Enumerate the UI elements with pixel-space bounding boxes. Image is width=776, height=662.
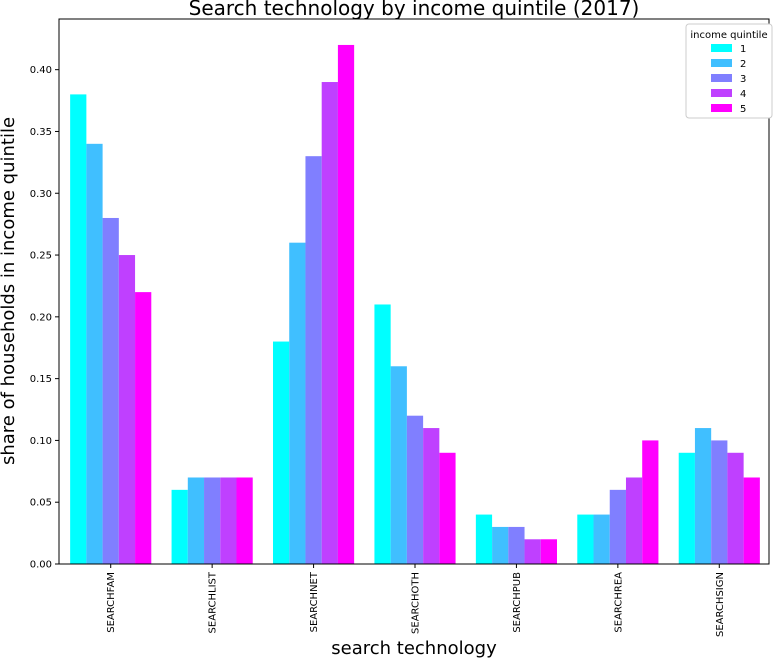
legend-entries: 1 2 3 4 5 — [711, 44, 746, 115]
x-axis-title: search technology — [331, 638, 497, 658]
x-tick-label-searchnet: SEARCHNET — [309, 571, 320, 632]
legend-swatch-4 — [711, 89, 732, 97]
bar-searchsign-quintile-3 — [711, 440, 728, 564]
bar-searchoth-quintile-4 — [423, 428, 440, 564]
x-tick-label-searchsign: SEARCHSIGN — [715, 572, 726, 637]
y-tick-label: 0.25 — [30, 251, 52, 262]
bar-searchoth-quintile-1 — [374, 304, 391, 564]
y-tick-label: 0.10 — [30, 436, 52, 447]
bar-searchsign-quintile-2 — [694, 428, 712, 564]
y-tick-label: 0.15 — [30, 374, 52, 385]
y-axis-title: share of households in income quintile — [0, 117, 19, 465]
legend-frame — [685, 23, 773, 119]
legend: income quintile 1 2 3 4 5 — [685, 23, 773, 119]
x-tick-label-searchpub: SEARCHPUB — [512, 572, 523, 633]
y-axis: 0.00 0.05 0.10 0.15 0.20 0.25 0.30 0.35 0.40 — [30, 65, 59, 571]
x-tick-label-searchlist: SEARCHLIST — [208, 571, 219, 633]
bar-searchoth-quintile-5 — [439, 452, 456, 564]
bar-searchrea-quintile-5 — [642, 440, 659, 564]
bar-searchfam-quintile-2 — [86, 143, 103, 564]
bar-searchnet-quintile-5 — [337, 44, 355, 564]
legend-swatch-5 — [711, 104, 732, 112]
legend-label-1: 1 — [740, 44, 746, 55]
y-tick-label: 0.40 — [30, 65, 52, 76]
bar-searchlist-quintile-5 — [236, 477, 253, 564]
bar-searchnet-quintile-2 — [289, 242, 306, 564]
bar-searchsign-quintile-5 — [743, 477, 760, 564]
legend-swatch-1 — [711, 44, 732, 52]
legend-label-2: 2 — [740, 59, 746, 70]
legend-swatch-3 — [711, 74, 732, 82]
bar-searchnet-quintile-3 — [305, 156, 322, 564]
legend-label-4: 4 — [740, 89, 746, 100]
bar-searchfam-quintile-1 — [70, 94, 87, 564]
bar-searchlist-quintile-3 — [204, 477, 221, 564]
x-tick-label-searchrea: SEARCHREA — [613, 572, 624, 633]
bar-searchoth-quintile-3 — [406, 415, 424, 564]
bar-searchnet-quintile-4 — [321, 82, 338, 564]
bar-searchsign-quintile-1 — [678, 452, 695, 564]
y-tick-label: 0.20 — [30, 312, 52, 323]
bar-searchlist-quintile-4 — [220, 477, 237, 564]
bar-searchrea-quintile-2 — [593, 514, 610, 564]
legend-title: income quintile — [690, 30, 767, 41]
bar-searchrea-quintile-4 — [625, 477, 643, 564]
y-tick-label: 0.00 — [30, 560, 52, 571]
legend-label-3: 3 — [740, 74, 746, 85]
bar-searchoth-quintile-2 — [390, 366, 407, 564]
bar-searchfam-quintile-3 — [102, 217, 119, 564]
legend-swatch-2 — [711, 59, 732, 67]
bar-searchlist-quintile-2 — [187, 477, 205, 564]
bar-searchpub-quintile-3 — [508, 526, 525, 564]
bars-layer — [70, 44, 760, 565]
bar-searchpub-quintile-1 — [475, 514, 493, 564]
legend-label-5: 5 — [740, 104, 746, 115]
bar-searchpub-quintile-4 — [524, 539, 541, 564]
plot-frame — [58, 18, 770, 565]
bar-searchpub-quintile-2 — [492, 526, 509, 564]
y-tick-label: 0.30 — [30, 189, 52, 200]
bar-searchrea-quintile-1 — [577, 514, 594, 564]
x-tick-label-searchoth: SEARCHOTH — [411, 572, 422, 634]
bar-searchfam-quintile-4 — [118, 255, 136, 565]
bar-searchnet-quintile-1 — [273, 341, 290, 564]
bar-searchfam-quintile-5 — [135, 292, 152, 564]
bar-searchrea-quintile-3 — [609, 489, 626, 564]
x-axis: SEARCHFAM SEARCHLIST SEARCHNET SEARCHOTH SEA… — [106, 564, 726, 637]
chart-title: Search technology by income quintile (20… — [189, 0, 640, 20]
y-tick-label: 0.05 — [30, 498, 52, 509]
bar-searchsign-quintile-4 — [727, 452, 744, 564]
y-tick-label: 0.35 — [30, 127, 52, 138]
bar-searchpub-quintile-5 — [540, 539, 557, 564]
x-tick-label-searchfam: SEARCHFAM — [106, 572, 117, 633]
bar-searchlist-quintile-1 — [171, 489, 188, 564]
